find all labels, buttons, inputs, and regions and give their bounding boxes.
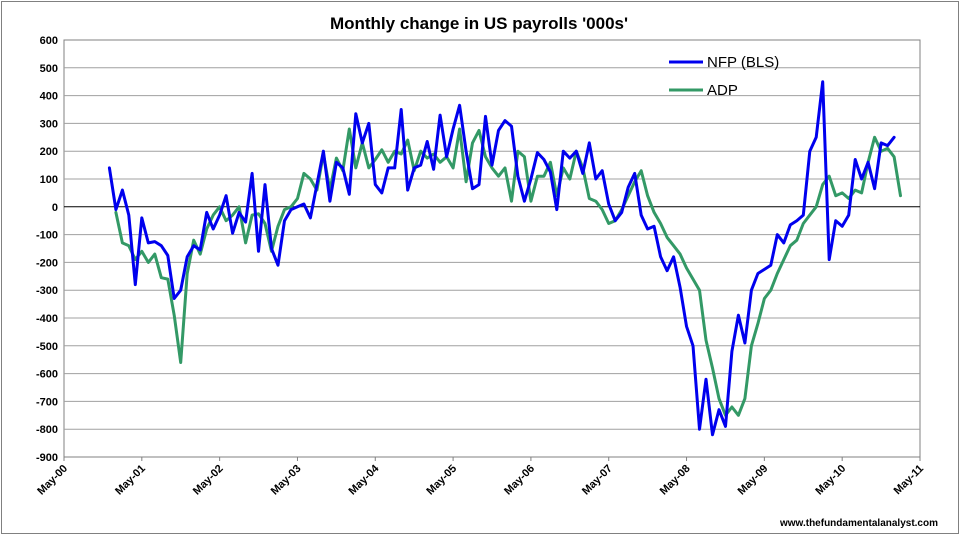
chart-title: Monthly change in US payrolls '000s' (330, 14, 628, 33)
x-tick-label: May-05 (424, 463, 459, 498)
x-tick-label: May-04 (347, 462, 382, 497)
x-tick-label: May-06 (502, 463, 537, 498)
x-axis-tick-labels: May-00 May-01 May-02 May-03 May-04 May-05 May-… (35, 457, 926, 497)
legend: NFP (BLS) ADP (669, 54, 779, 99)
series-line-nfp-bls (107, 80, 896, 437)
source-note: www.thefundamentalanalyst.com (779, 518, 938, 529)
y-tick-label: -400 (36, 313, 58, 325)
y-axis-tick-labels: -900 -800 -700 -600 -500 -400 -300 -200 -100 0 100… (36, 35, 58, 464)
y-tick-label: 300 (40, 118, 58, 130)
x-tick-label: May-01 (113, 463, 148, 498)
x-tick-label: May-08 (658, 463, 693, 498)
x-tick-label: May-09 (736, 463, 771, 498)
y-tick-label: 500 (40, 63, 58, 75)
y-tick-label: 100 (40, 174, 58, 186)
x-tick-label: May-00 (35, 463, 70, 498)
y-tick-label: 0 (52, 202, 58, 214)
x-tick-label: May-11 (892, 463, 926, 497)
legend-label: NFP (BLS) (707, 54, 779, 71)
y-tick-label: 200 (40, 146, 58, 158)
y-tick-label: -800 (36, 424, 58, 436)
y-tick-label: 600 (40, 35, 58, 47)
y-tick-label: -300 (36, 285, 58, 297)
y-tick-label: -100 (36, 230, 58, 242)
y-tick-label: -900 (36, 452, 58, 464)
series-layer (107, 80, 902, 437)
grid-layer (64, 67, 920, 430)
y-tick-label: -500 (36, 341, 58, 353)
x-tick-label: May-03 (269, 463, 304, 498)
x-tick-label: May-07 (580, 463, 615, 498)
x-tick-label: May-02 (191, 463, 226, 498)
series-line-adp (114, 127, 902, 417)
y-tick-label: -200 (36, 257, 58, 269)
x-tick-label: May-10 (813, 463, 848, 498)
plot-area (63, 39, 921, 458)
y-tick-label: 400 (40, 91, 58, 103)
y-tick-label: -700 (36, 396, 58, 408)
legend-label: ADP (707, 82, 738, 99)
y-tick-label: -600 (36, 369, 58, 381)
